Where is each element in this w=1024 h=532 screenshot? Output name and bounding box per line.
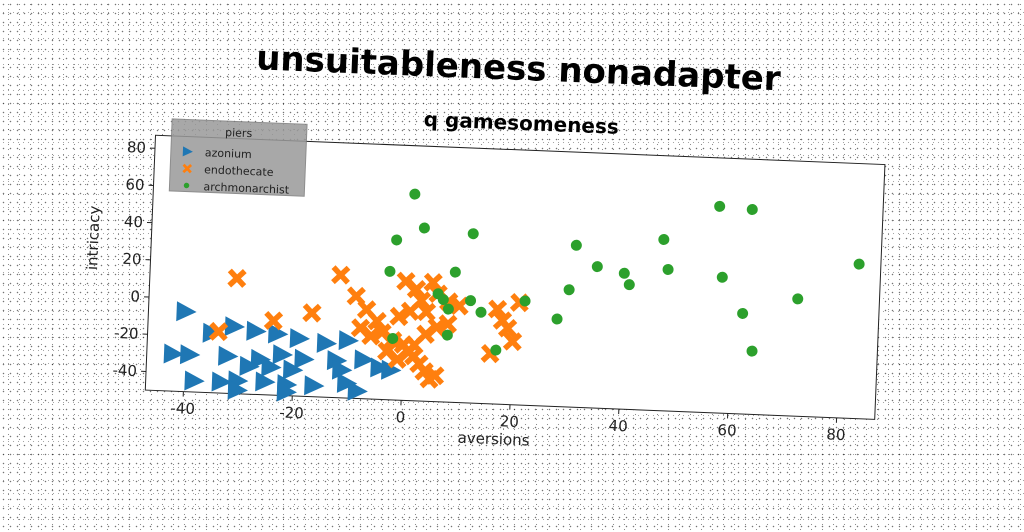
y-tick-label: 80: [127, 138, 147, 157]
y-tick-label: 60: [125, 175, 145, 194]
y-axis-label: intricacy: [83, 205, 104, 270]
x-tick-label: 40: [608, 417, 628, 436]
x-tick-label: -40: [170, 399, 195, 418]
x-tick-label: 60: [717, 421, 737, 440]
legend-label: endothecate: [204, 163, 274, 179]
x-axis-label: aversions: [457, 429, 530, 450]
legend-title: piers: [225, 126, 253, 140]
x-tick-label: -20: [279, 403, 304, 422]
y-tick-label: -40: [112, 361, 137, 380]
x-tick-label: 80: [826, 425, 846, 444]
chart-title: unsuitableness nonadapter: [256, 38, 782, 99]
x-tick-label: 0: [395, 408, 405, 426]
y-tick-label: 20: [122, 250, 142, 269]
y-tick-label: 0: [130, 287, 140, 305]
chart-subtitle: q gamesomeness: [423, 107, 619, 139]
y-tick-label: -20: [114, 324, 139, 343]
legend-label: azonium: [205, 146, 252, 161]
x-tick-label: 20: [499, 412, 519, 431]
y-tick-label: 40: [124, 213, 144, 232]
